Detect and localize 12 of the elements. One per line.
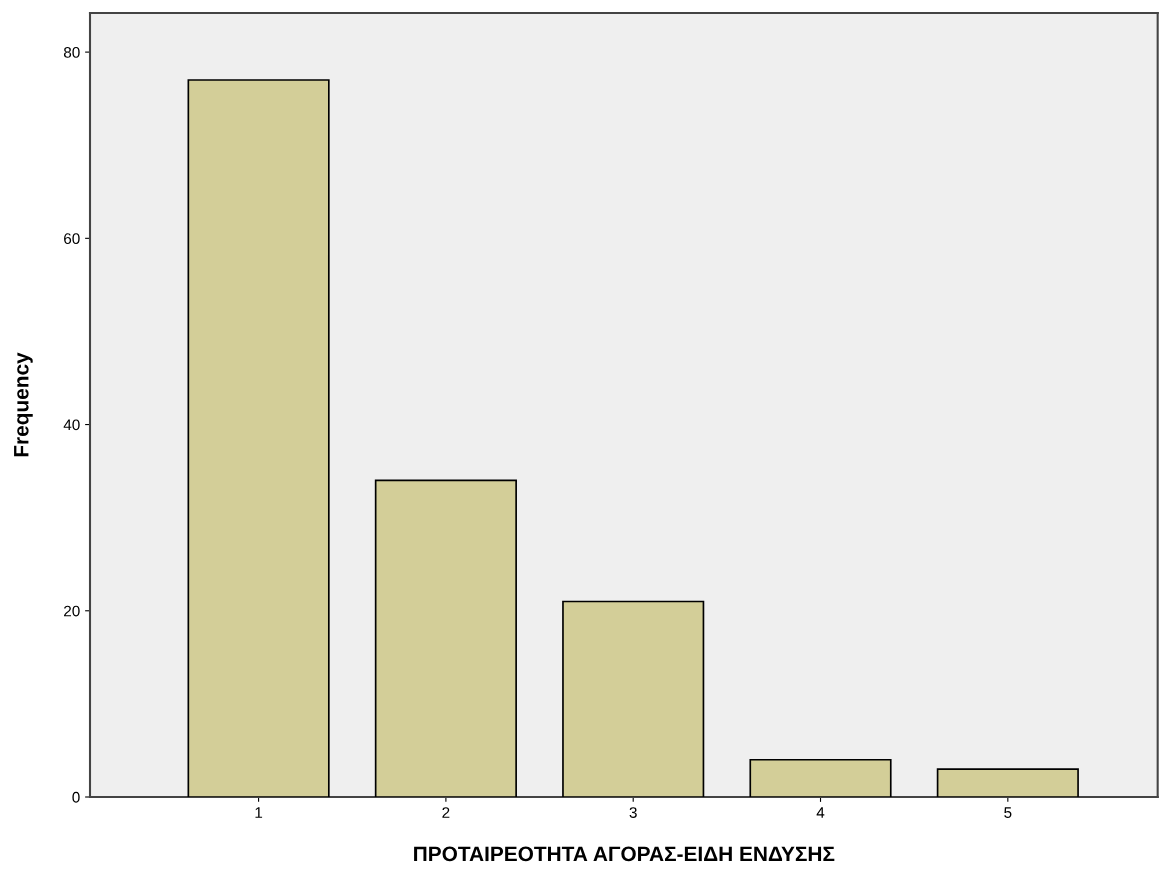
y-tick-label: 20 [64, 605, 80, 617]
x-tick-label: 3 [629, 807, 637, 818]
y-tick-label: 80 [63, 46, 80, 58]
x-tick-label: 4 [816, 807, 825, 818]
x-tick-label: 1 [255, 807, 263, 818]
x-tick-label: 5 [1004, 807, 1012, 818]
y-tick-label: 40 [63, 419, 80, 431]
y-tick-label: 60 [64, 233, 80, 245]
x-axis-title: ΠΡΟΤΑΙΡΕΟΤΗΤΑ ΑΓΟΡΑΣ-ΕΙΔΗ ΕΝΔΥΣΗΣ [414, 846, 835, 862]
x-tick-label: 2 [442, 807, 450, 818]
y-axis-title: Frequency [14, 352, 33, 457]
y-tick-label: 0 [72, 791, 80, 803]
